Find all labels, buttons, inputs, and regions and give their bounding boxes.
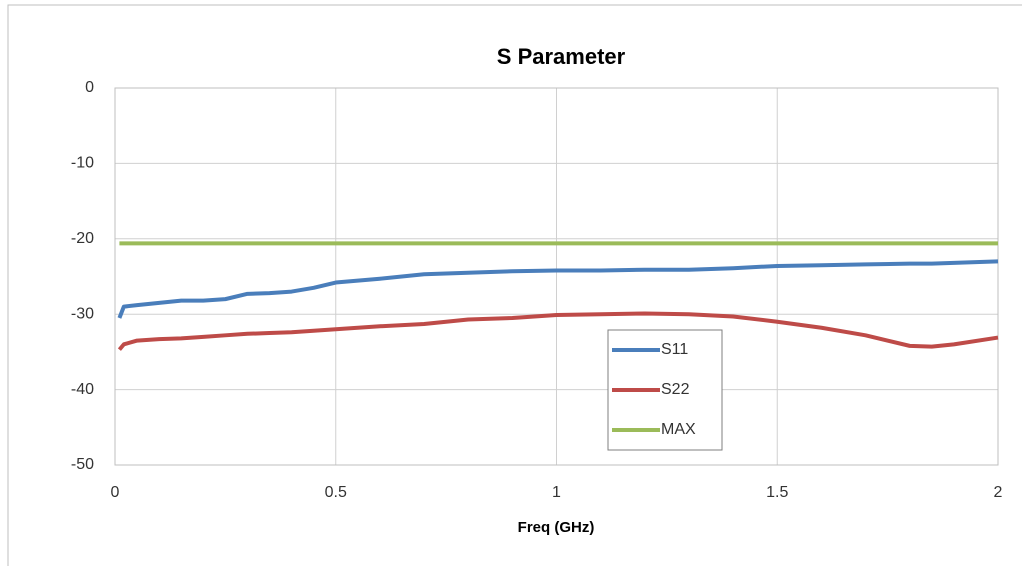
legend-label: S22 (661, 381, 690, 398)
x-tick-label: 2 (994, 484, 1003, 501)
y-tick-label: -20 (71, 230, 94, 247)
x-tick-label: 1 (552, 484, 561, 501)
y-tick-label: -10 (71, 155, 94, 172)
chart-border (7, 4, 1022, 566)
legend-label: S11 (661, 341, 688, 358)
series-line (117, 259, 999, 319)
x-tick-label: 0 (111, 484, 120, 501)
y-tick-label: 0 (85, 79, 94, 96)
plot-border (114, 87, 999, 466)
legend-label: MAX (661, 421, 696, 438)
chart-title: S Parameter (497, 44, 626, 69)
x-tick-label: 1.5 (766, 484, 788, 501)
x-tick-label: 0.5 (325, 484, 347, 501)
y-tick-label: -40 (71, 381, 94, 398)
y-tick-label: -50 (71, 456, 94, 473)
y-tick-label: -30 (71, 305, 94, 322)
series-line (117, 311, 999, 351)
x-axis-label: Freq (GHz) (518, 519, 595, 536)
